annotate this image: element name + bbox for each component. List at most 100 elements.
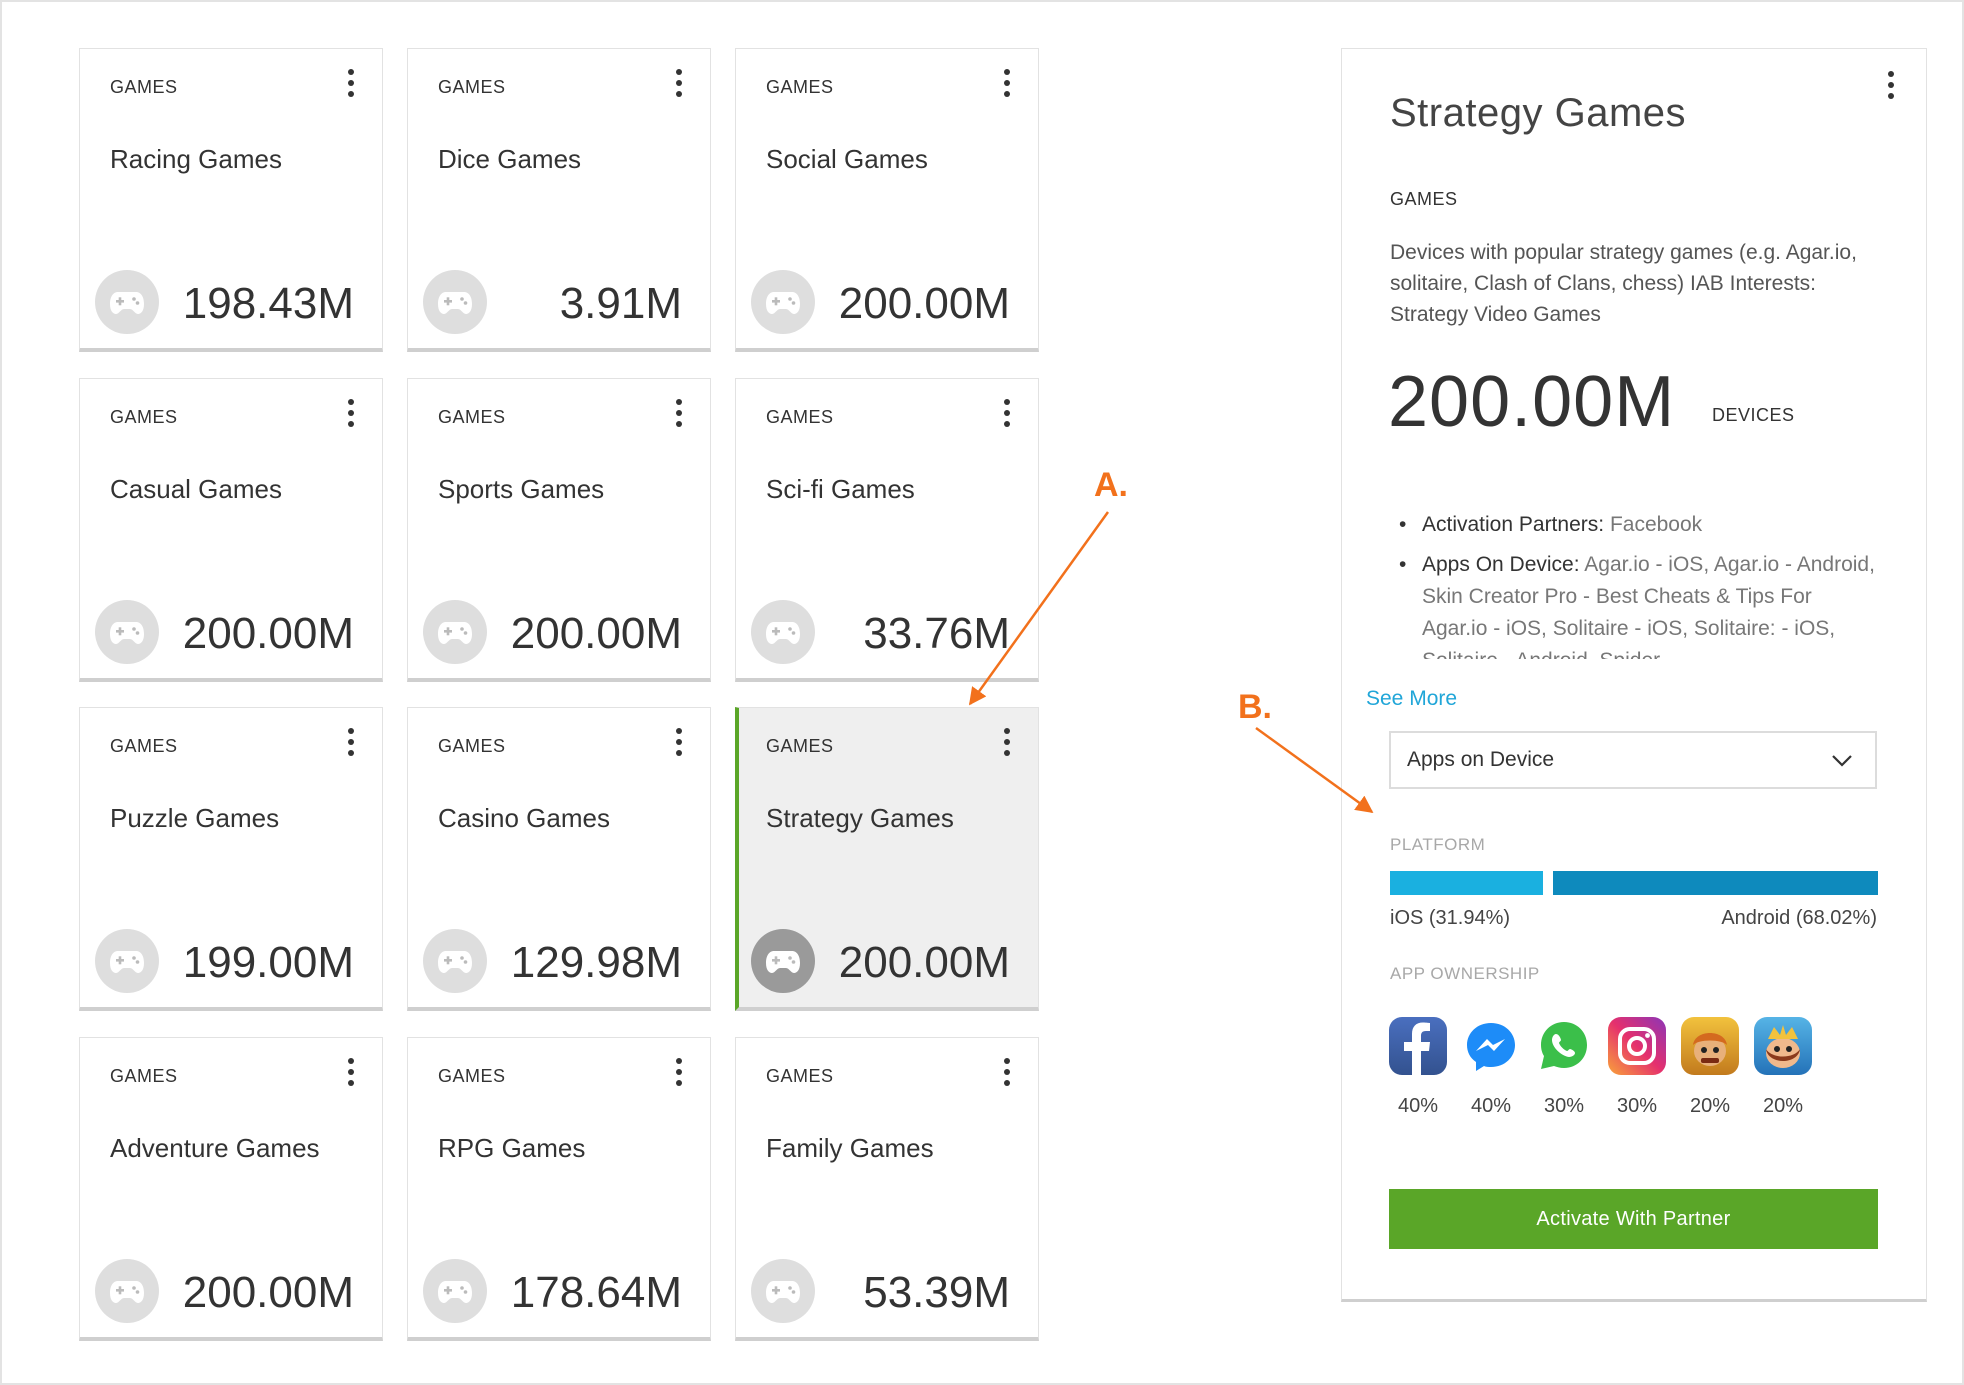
more-options-icon[interactable] bbox=[674, 728, 684, 758]
annotation-b-arrow bbox=[1255, 726, 1374, 814]
messenger-icon bbox=[1462, 1017, 1520, 1075]
clash-royale-icon bbox=[1754, 1017, 1812, 1075]
segment-card[interactable]: GAMES Adventure Games 200.00M bbox=[79, 1037, 383, 1341]
more-options-icon[interactable] bbox=[1886, 71, 1896, 101]
segment-card[interactable]: GAMES RPG Games 178.64M bbox=[407, 1037, 711, 1341]
activate-with-partner-button[interactable]: Activate With Partner bbox=[1389, 1189, 1878, 1249]
segment-card[interactable]: GAMES Sports Games 200.00M bbox=[407, 378, 711, 682]
platform-bar-android bbox=[1553, 871, 1878, 895]
app-ownership-pct: 30% bbox=[1543, 1095, 1585, 1117]
card-title: Puzzle Games bbox=[110, 803, 280, 833]
list-item: Apps On Device: Agar.io - iOS, Agar.io -… bbox=[1397, 549, 1879, 659]
card-device-count: 198.43M bbox=[182, 279, 354, 328]
segment-card[interactable]: GAMES Dice Games 3.91M bbox=[407, 48, 711, 352]
detail-category: GAMES bbox=[1390, 189, 1458, 209]
detail-title: Strategy Games bbox=[1390, 91, 1687, 135]
app-ownership-item: 30% bbox=[1535, 1017, 1593, 1117]
app-ownership-pct: 20% bbox=[1762, 1095, 1804, 1117]
card-category: GAMES bbox=[766, 77, 834, 97]
card-title: Sports Games bbox=[438, 474, 605, 504]
see-more-link[interactable]: See More bbox=[1366, 687, 1458, 710]
gamepad-icon bbox=[95, 1259, 159, 1323]
segment-card-selected[interactable]: GAMES Strategy Games 200.00M bbox=[735, 707, 1039, 1011]
gamepad-icon bbox=[751, 929, 815, 993]
gamepad-icon bbox=[751, 270, 815, 334]
gamepad-icon bbox=[423, 600, 487, 664]
more-options-icon[interactable] bbox=[674, 1058, 684, 1088]
card-title: Racing Games bbox=[110, 144, 282, 174]
card-title: Family Games bbox=[766, 1133, 934, 1163]
card-device-count: 200.00M bbox=[838, 279, 1010, 328]
card-category: GAMES bbox=[766, 1066, 834, 1086]
card-category: GAMES bbox=[766, 407, 834, 427]
breakdown-dropdown[interactable]: Apps on Device bbox=[1389, 731, 1877, 789]
card-category: GAMES bbox=[438, 407, 506, 427]
card-title: Strategy Games bbox=[766, 803, 954, 833]
gamepad-icon bbox=[751, 600, 815, 664]
card-device-count: 129.98M bbox=[510, 938, 682, 987]
more-options-icon[interactable] bbox=[346, 399, 356, 429]
facebook-icon bbox=[1389, 1017, 1447, 1075]
app-ownership-label: APP OWNERSHIP bbox=[1390, 964, 1540, 983]
list-item: Activation Partners: Facebook bbox=[1397, 509, 1879, 541]
segment-card[interactable]: GAMES Racing Games 198.43M bbox=[79, 48, 383, 352]
card-category: GAMES bbox=[438, 1066, 506, 1086]
segment-card[interactable]: GAMES Casual Games 200.00M bbox=[79, 378, 383, 682]
platform-label: PLATFORM bbox=[1390, 835, 1486, 854]
more-options-icon[interactable] bbox=[1002, 69, 1012, 99]
card-device-count: 3.91M bbox=[559, 279, 682, 328]
card-category: GAMES bbox=[766, 736, 834, 756]
card-category: GAMES bbox=[110, 736, 178, 756]
card-category: GAMES bbox=[110, 1066, 178, 1086]
app-ownership-item: 40% bbox=[1462, 1017, 1520, 1117]
gamepad-icon bbox=[423, 929, 487, 993]
detail-device-count: 200.00M bbox=[1388, 362, 1676, 442]
more-options-icon[interactable] bbox=[1002, 728, 1012, 758]
dropdown-selected-value: Apps on Device bbox=[1407, 748, 1555, 771]
platform-bar-ios bbox=[1390, 871, 1543, 895]
platform-ios-label: iOS (31.94%) bbox=[1390, 907, 1511, 929]
card-category: GAMES bbox=[110, 407, 178, 427]
app-ownership-item: 40% bbox=[1389, 1017, 1447, 1117]
more-options-icon[interactable] bbox=[1002, 1058, 1012, 1088]
gamepad-icon bbox=[95, 600, 159, 664]
segment-card[interactable]: GAMES Puzzle Games 199.00M bbox=[79, 707, 383, 1011]
more-options-icon[interactable] bbox=[674, 69, 684, 99]
more-options-icon[interactable] bbox=[674, 399, 684, 429]
app-ownership-item: 30% bbox=[1608, 1017, 1666, 1117]
card-category: GAMES bbox=[438, 77, 506, 97]
card-device-count: 53.39M bbox=[863, 1268, 1010, 1317]
card-title: Casual Games bbox=[110, 474, 282, 504]
segment-detail-panel: Strategy Games GAMES Devices with popula… bbox=[1341, 48, 1927, 1302]
card-device-count: 200.00M bbox=[182, 1268, 354, 1317]
segment-card[interactable]: GAMES Casino Games 129.98M bbox=[407, 707, 711, 1011]
annotation-b-label: B. bbox=[1238, 688, 1272, 726]
card-device-count: 200.00M bbox=[838, 938, 1010, 987]
more-options-icon[interactable] bbox=[346, 69, 356, 99]
annotation-a-arrow bbox=[968, 511, 1110, 706]
segment-card[interactable]: GAMES Family Games 53.39M bbox=[735, 1037, 1039, 1341]
card-title: Sci-fi Games bbox=[766, 474, 915, 504]
card-title: Casino Games bbox=[438, 803, 610, 833]
card-device-count: 178.64M bbox=[510, 1268, 682, 1317]
apps-on-device-value: Agar.io - iOS, Agar.io - Android, Skin C… bbox=[1422, 553, 1875, 659]
card-device-count: 199.00M bbox=[182, 938, 354, 987]
app-ownership-item: 20% bbox=[1681, 1017, 1739, 1117]
segment-card[interactable]: GAMES Sci-fi Games 33.76M bbox=[735, 378, 1039, 682]
detail-count-unit: DEVICES bbox=[1712, 405, 1795, 425]
segment-card[interactable]: GAMES Social Games 200.00M bbox=[735, 48, 1039, 352]
more-options-icon[interactable] bbox=[1002, 399, 1012, 429]
app-ownership-pct: 40% bbox=[1470, 1095, 1512, 1117]
card-title: RPG Games bbox=[438, 1133, 586, 1163]
gamepad-icon bbox=[751, 1259, 815, 1323]
more-options-icon[interactable] bbox=[346, 1058, 356, 1088]
chevron-down-icon bbox=[1832, 755, 1852, 767]
whatsapp-icon bbox=[1535, 1017, 1593, 1075]
more-options-icon[interactable] bbox=[346, 728, 356, 758]
card-device-count: 200.00M bbox=[182, 609, 354, 658]
partners-value: Facebook bbox=[1609, 513, 1703, 536]
platform-bar bbox=[1390, 871, 1878, 895]
gamepad-icon bbox=[423, 270, 487, 334]
